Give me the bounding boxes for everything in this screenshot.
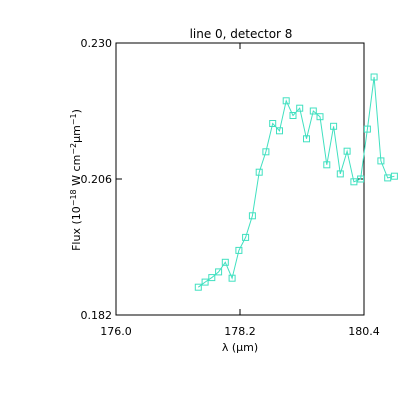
data-point (323, 161, 331, 169)
data-point (289, 112, 297, 119)
data-point (377, 157, 385, 165)
data-point (269, 120, 277, 127)
y-tick-label: 0.230 (81, 37, 113, 50)
y-label-exp3: −1 (69, 113, 78, 125)
data-point (309, 107, 317, 115)
data-point (330, 122, 338, 130)
data-point (215, 268, 223, 276)
data-point (296, 104, 304, 112)
data-point (390, 172, 398, 180)
data-point (221, 258, 229, 266)
y-axis-label: Flux (10−18 W cm−2μm−1) (69, 109, 83, 251)
y-axis-label-group: Flux (10−18 W cm−2μm−1) (69, 109, 83, 251)
data-point (208, 274, 216, 282)
data-point (282, 97, 290, 105)
data-point (248, 212, 256, 220)
y-label-unit: μm (70, 125, 83, 143)
x-tick-label: 180.4 (348, 325, 380, 338)
y-label-suffix: ) (70, 109, 83, 113)
data-point (276, 127, 283, 135)
y-tick-label: 0.182 (81, 309, 113, 322)
plot-frame (115, 42, 365, 316)
chart-title: line 0, detector 8 (190, 27, 293, 41)
data-point (303, 135, 310, 143)
y-tick-label: 0.206 (81, 173, 113, 186)
series-layer (194, 73, 398, 291)
x-axis-label: λ (μm) (222, 341, 258, 354)
data-point (316, 113, 324, 121)
data-point (357, 175, 365, 183)
y-label-exp1: −18 (69, 189, 78, 206)
data-point (255, 168, 263, 176)
y-label-mid: W cm (70, 155, 83, 190)
data-point (228, 274, 236, 282)
data-point (201, 278, 209, 286)
y-label-prefix: Flux (10 (70, 206, 83, 251)
x-tick-label: 178.2 (224, 325, 256, 338)
data-point (242, 233, 250, 241)
data-point (384, 174, 392, 182)
axis-ticks: 176.0 178.2 180.4 0.182 0.206 0.230 (81, 37, 380, 338)
data-point (363, 125, 371, 133)
data-point (194, 283, 202, 291)
data-point (343, 147, 351, 155)
data-point (350, 178, 358, 186)
x-tick-label: 176.0 (100, 325, 132, 338)
data-point (262, 148, 270, 156)
data-point (370, 73, 378, 81)
data-point (336, 170, 344, 178)
y-label-exp2: −2 (69, 143, 78, 155)
data-point (235, 246, 243, 254)
